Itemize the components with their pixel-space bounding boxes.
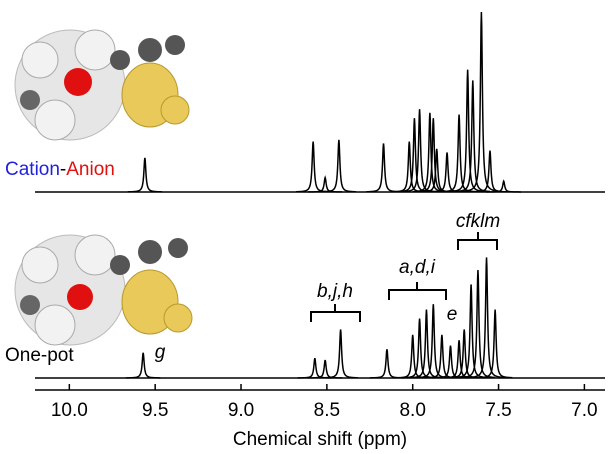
annotation: a,d,i <box>399 257 436 278</box>
peak <box>323 329 357 377</box>
x-tick-label: 7.0 <box>571 400 597 421</box>
x-tick-label: 9.0 <box>228 400 254 421</box>
peak <box>370 349 404 378</box>
annotation: cfklm <box>456 211 500 232</box>
annotation: g <box>155 342 166 363</box>
molecule-top <box>15 30 189 140</box>
legend-label: One-pot <box>5 345 74 366</box>
annotation: b,j,h <box>317 281 353 302</box>
peak <box>416 304 450 377</box>
peak <box>442 340 476 378</box>
x-tick-label: 10.0 <box>51 400 88 421</box>
molecule-bottom <box>15 235 192 345</box>
peak <box>469 257 503 377</box>
legend-label-part: Cation <box>5 159 60 180</box>
x-tick-label: 8.0 <box>399 400 425 421</box>
x-tick-label: 8.5 <box>314 400 340 421</box>
peak <box>128 158 162 192</box>
legend-label: Cation-Anion <box>5 159 115 180</box>
x-tick-label: 9.5 <box>142 400 168 421</box>
chart: 10.0 9.5 9.0 8.5 8.0 7.5 7.0 Chemical shift (pp… <box>0 0 613 454</box>
peak <box>366 143 400 191</box>
peak <box>296 142 330 192</box>
legend-label-part: Anion <box>66 159 115 180</box>
annotation: e <box>447 304 458 325</box>
x-tick-label: 7.5 <box>485 400 511 421</box>
x-axis-title: Chemical shift (ppm) <box>233 429 407 450</box>
